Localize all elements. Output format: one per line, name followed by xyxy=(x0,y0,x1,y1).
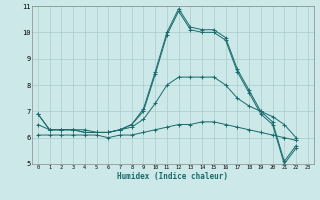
X-axis label: Humidex (Indice chaleur): Humidex (Indice chaleur) xyxy=(117,172,228,181)
